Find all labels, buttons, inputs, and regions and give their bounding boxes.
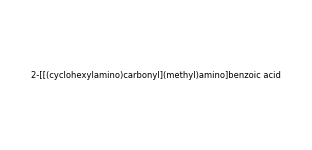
Text: 2-[[(cyclohexylamino)carbonyl](methyl)amino]benzoic acid: 2-[[(cyclohexylamino)carbonyl](methyl)am… bbox=[31, 70, 281, 80]
